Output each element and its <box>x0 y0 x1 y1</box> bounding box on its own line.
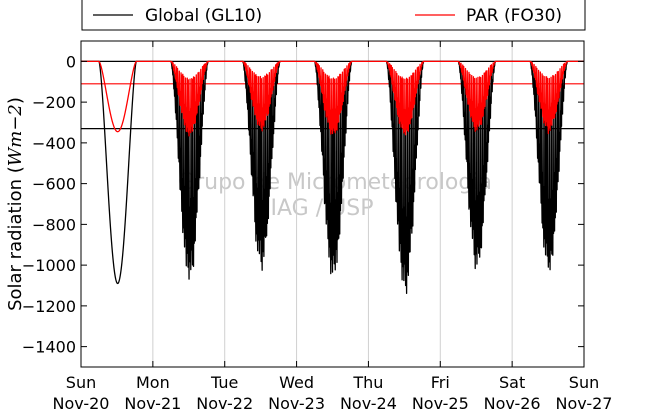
plot-frame <box>80 40 585 368</box>
x-tick-label-date: Nov-26 <box>484 394 541 409</box>
series-layer <box>80 60 585 295</box>
x-tick-label-day: Sat <box>499 373 525 392</box>
y-tick-label: −600 <box>32 175 76 194</box>
y-tick-label: 0 <box>66 52 76 71</box>
x-tick-label-day: Sun <box>569 373 599 392</box>
x-tick-label-date: Nov-20 <box>53 394 110 409</box>
x-tick-label-day: Mon <box>136 373 170 392</box>
x-tick-label-day: Thu <box>352 373 383 392</box>
x-tick-label-date: Nov-22 <box>196 394 253 409</box>
series-line-par <box>80 60 585 137</box>
x-tick-label-day: Sun <box>66 373 96 392</box>
y-tick-label: −1200 <box>22 297 76 316</box>
legend-label-global: Global (GL10) <box>145 6 262 26</box>
x-tick-label-day: Fri <box>431 373 450 392</box>
y-tick-label: −200 <box>32 93 76 112</box>
x-tick-label-date: Nov-27 <box>556 394 613 409</box>
y-axis: 0 −200 −400 −600 −800 −1000 −1200 −1400 <box>22 52 584 357</box>
y-tick-label: −1000 <box>22 256 76 275</box>
x-axis: Sun Nov-20 Mon Nov-21 Tue Nov-22 Wed Nov-23 Thu N… <box>53 41 613 409</box>
y-tick-label: −800 <box>32 215 76 234</box>
x-tick-label-day: Wed <box>279 373 314 392</box>
y-tick-label: −400 <box>32 134 76 153</box>
legend: Global (GL10) PAR (FO30) <box>81 0 586 31</box>
watermark-line-2: IAG / USP <box>271 196 374 221</box>
legend-label-par: PAR (FO30) <box>466 6 562 26</box>
x-tick-label-date: Nov-23 <box>268 394 325 409</box>
x-tick-label-date: Nov-24 <box>340 394 397 409</box>
x-tick-label-day: Tue <box>210 373 238 392</box>
y-axis-label: Solar radiation (Wm−2) <box>5 97 26 311</box>
y-tick-label: −1400 <box>22 338 76 357</box>
x-tick-label-date: Nov-25 <box>412 394 469 409</box>
x-tick-label-date: Nov-21 <box>124 394 181 409</box>
grid <box>152 41 513 367</box>
